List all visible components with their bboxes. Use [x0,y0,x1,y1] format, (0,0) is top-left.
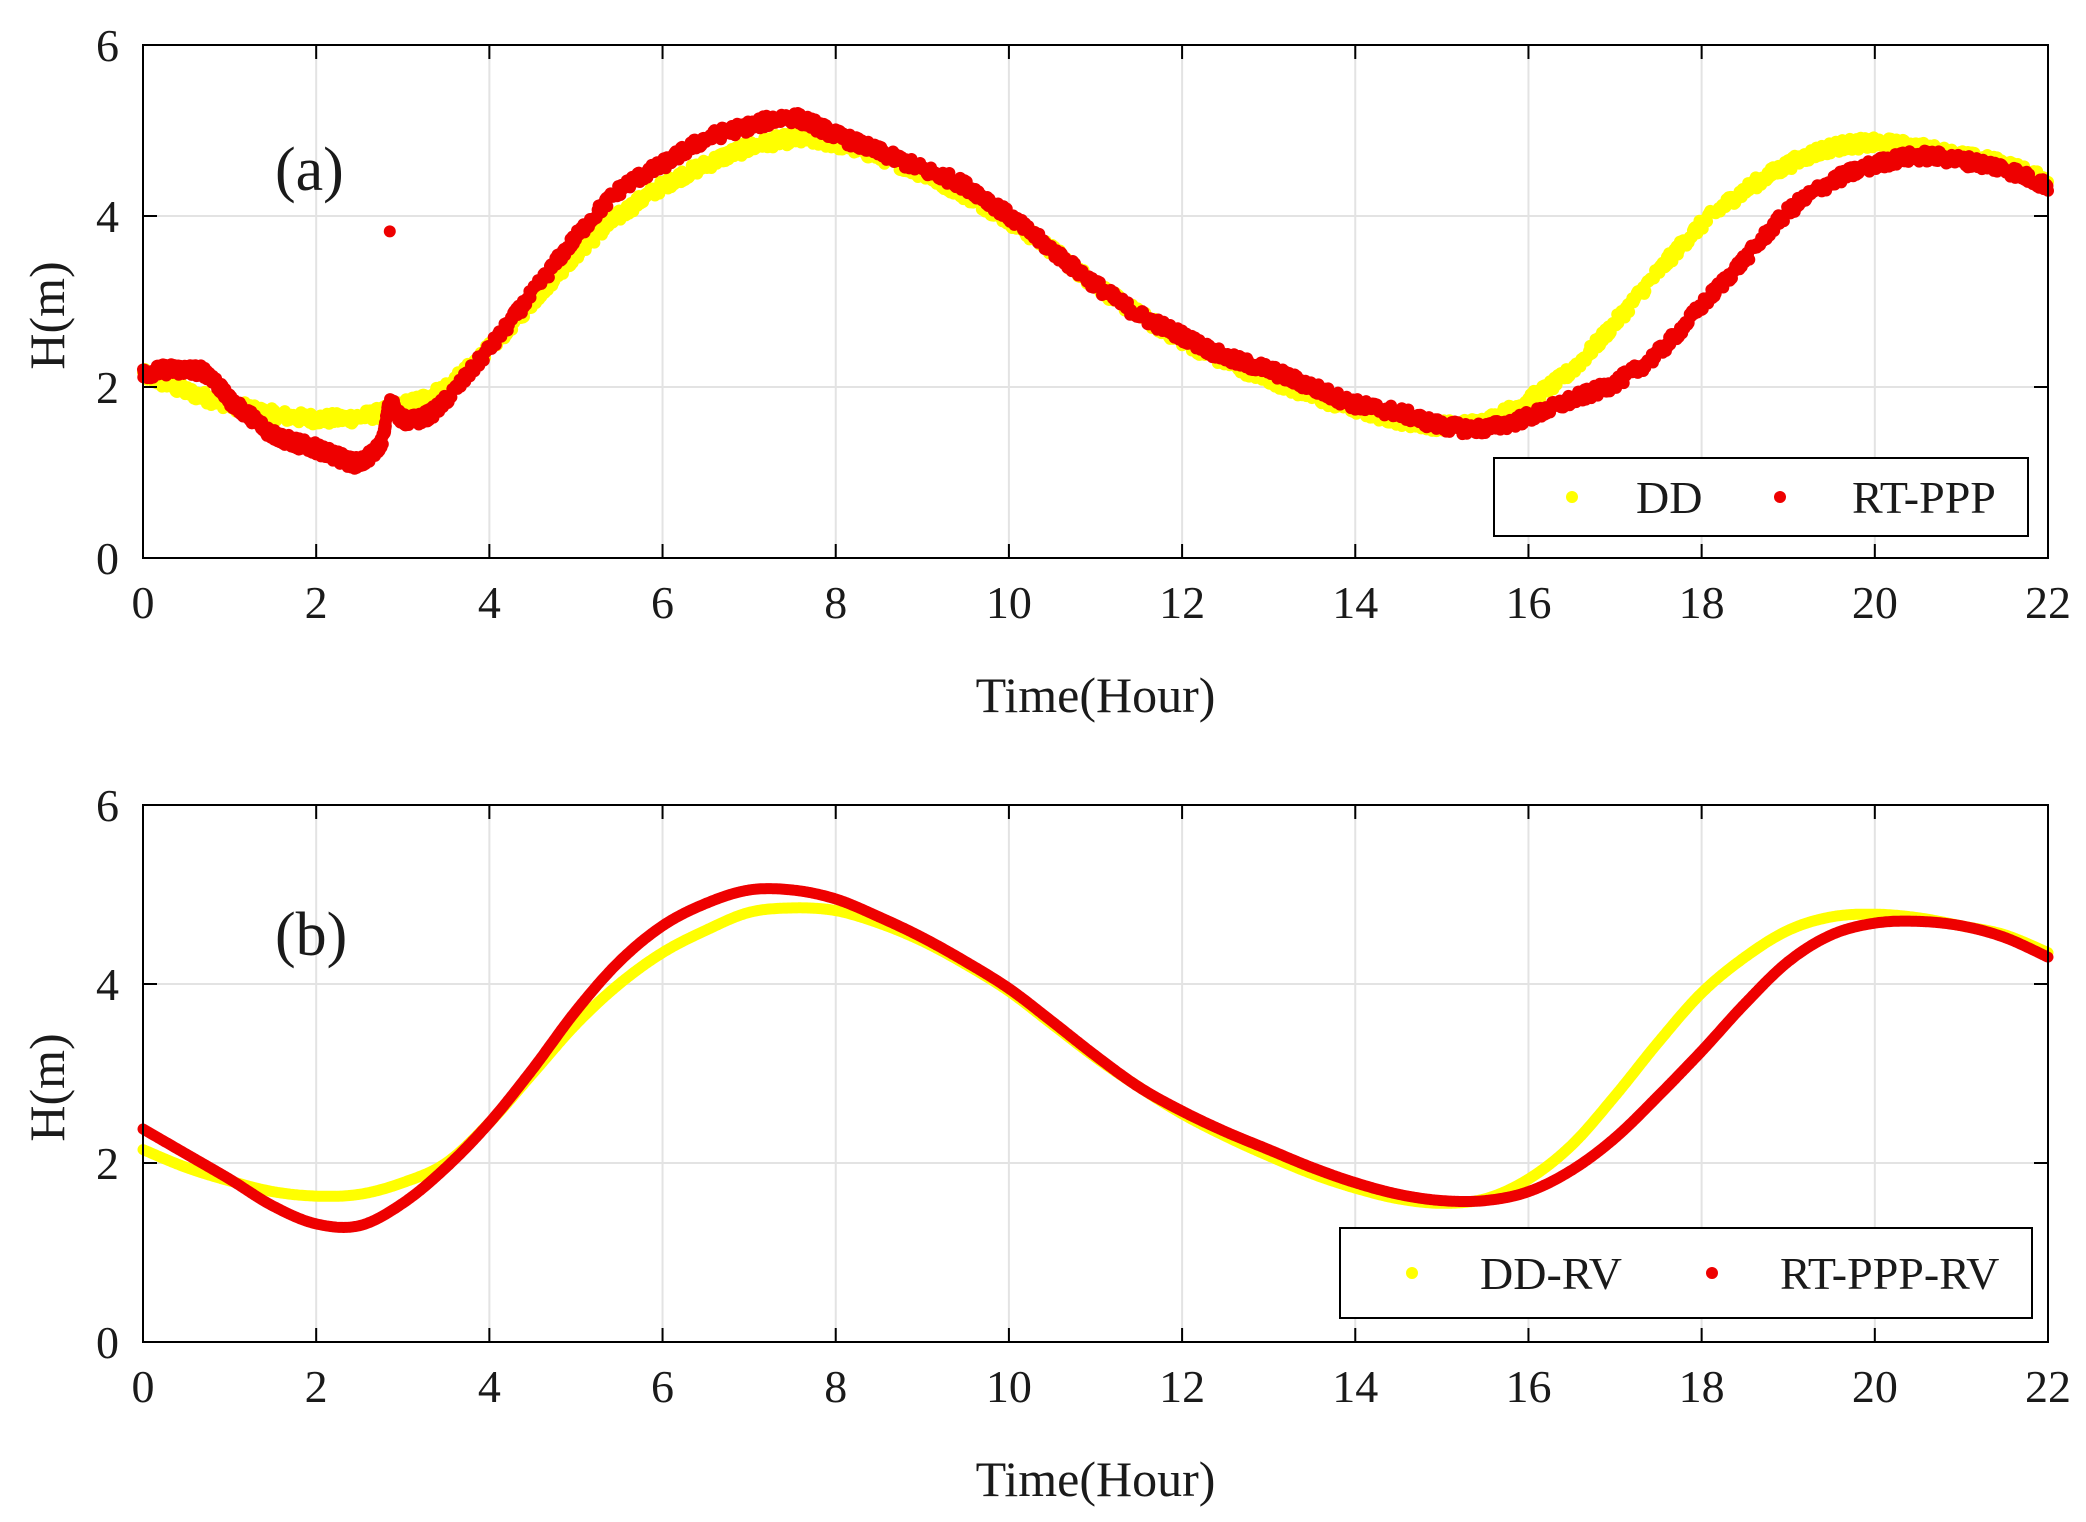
x-tick-label: 4 [478,577,501,628]
axes-frame-a [142,44,2049,559]
x-tick-label: 12 [1159,1361,1205,1412]
series-layer-b [137,883,2054,1233]
panel-b: 0 2 4 6 8 10 12 14 16 18 20 22 0 2 4 6 (b) Time(Hour) H… [19,780,2071,1507]
x-tick-label: 2 [305,1361,328,1412]
legend-label-rt-ppp: RT-PPP [1852,472,1996,523]
y-tick-label: 2 [96,1138,119,1189]
ticks-a: 0 2 4 6 8 10 12 14 16 18 20 22 0 2 4 6 [96,20,2071,628]
x-tick-label: 8 [824,1361,847,1412]
legend-box-a [1493,457,2029,537]
data-point [1743,253,1756,266]
data-point [376,438,389,451]
x-tick-label: 6 [651,577,674,628]
legend-marker-rt-ppp-rv [1706,1267,1718,1279]
y-tick-label: 2 [96,362,119,413]
panel-label-b: (b) [275,901,347,969]
legend-marker-dd-rv [1406,1267,1418,1279]
legend-label-dd-rv: DD-RV [1480,1248,1622,1299]
x-tick-label: 10 [986,1361,1032,1412]
x-tick-label: 22 [2025,577,2071,628]
x-tick-label: 22 [2025,1361,2071,1412]
x-tick-label: 12 [1159,577,1205,628]
data-point [601,200,614,213]
y-tick-label: 4 [96,191,119,242]
y-tick-label: 0 [96,533,119,584]
x-axis-label-b: Time(Hour) [976,1451,1216,1507]
x-tick-label: 14 [1332,1361,1378,1412]
x-tick-label: 8 [824,577,847,628]
x-tick-label: 16 [1505,1361,1551,1412]
x-tick-label: 6 [651,1361,674,1412]
y-axis-label-a: H(m) [19,261,75,369]
outlier-point [383,225,396,238]
x-tick-label: 18 [1679,577,1725,628]
x-tick-label: 10 [986,577,1032,628]
y-tick-label: 4 [96,959,119,1010]
legend-a: DD RT-PPP [1493,457,2029,537]
x-axis-label-a: Time(Hour) [976,667,1216,723]
series-layer-a [137,107,2054,475]
y-tick-label: 0 [96,1317,119,1368]
axes-frame-b [142,804,2049,1343]
data-point [1623,305,1636,318]
panel-a: 0 2 4 6 8 10 12 14 16 18 20 22 0 2 4 6 (a) Time(Hour) H… [19,20,2071,723]
legend-b: DD-RV RT-PPP-RV [1339,1227,2033,1319]
x-tick-label: 18 [1679,1361,1725,1412]
x-tick-label: 20 [1852,577,1898,628]
x-tick-label: 20 [1852,1361,1898,1412]
x-tick-label: 4 [478,1361,501,1412]
series-line-rt-ppp-rv [137,883,2054,1233]
legend-marker-rt-ppp [1774,491,1786,503]
legend-marker-dd [1566,491,1578,503]
x-tick-label: 0 [132,577,155,628]
panel-label-a: (a) [275,136,344,204]
x-tick-label: 2 [305,577,328,628]
x-tick-label: 0 [132,1361,155,1412]
x-tick-label: 14 [1332,577,1378,628]
y-tick-label: 6 [96,780,119,831]
y-tick-label: 6 [96,20,119,71]
y-axis-label-b: H(m) [19,1033,75,1141]
ticks-b: 0 2 4 6 8 10 12 14 16 18 20 22 0 2 4 6 [96,780,2071,1412]
series-rt-ppp [137,107,2054,475]
x-tick-label: 16 [1505,577,1551,628]
legend-box-b [1339,1227,2033,1319]
legend-label-dd: DD [1636,472,1702,523]
legend-label-rt-ppp-rv: RT-PPP-RV [1780,1248,1999,1299]
